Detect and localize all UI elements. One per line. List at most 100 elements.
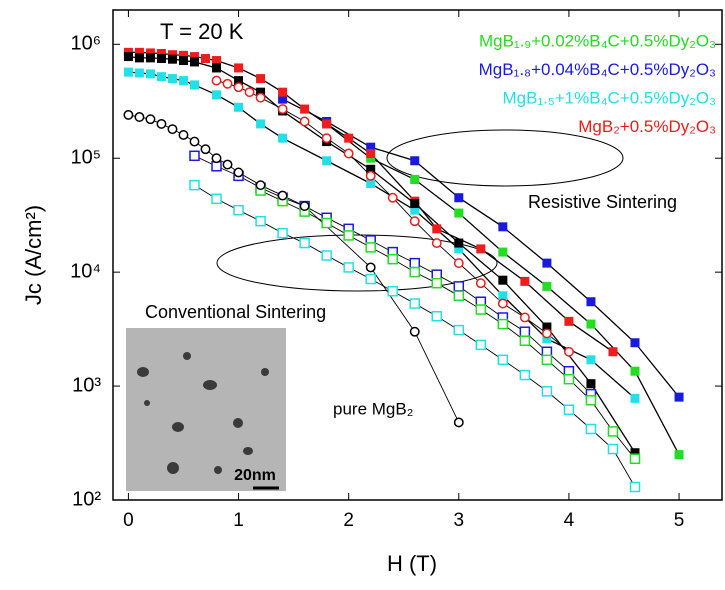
marker [189, 150, 200, 162]
marker [387, 253, 398, 265]
marker [409, 266, 420, 278]
marker [200, 144, 211, 155]
marker [344, 133, 354, 143]
marker [256, 119, 266, 129]
inset-image [126, 328, 286, 491]
marker [387, 192, 398, 203]
marker [453, 258, 464, 269]
marker [189, 52, 199, 62]
marker [387, 285, 398, 297]
marker [585, 395, 597, 406]
marker [498, 275, 508, 285]
legend-entry: MgB₁.₉+0.02%B₄C+0.5%Dy₂O₃ [479, 31, 716, 50]
marker [497, 298, 508, 309]
marker [365, 170, 376, 181]
marker [498, 247, 508, 257]
marker [409, 216, 420, 227]
marker [475, 304, 487, 315]
marker [630, 448, 640, 458]
marker [453, 324, 465, 336]
conventional-ellipse [216, 234, 498, 292]
marker [607, 443, 619, 455]
marker [366, 153, 376, 163]
marker [189, 80, 199, 90]
marker [211, 75, 222, 86]
marker [167, 74, 177, 84]
marker [410, 199, 420, 209]
marker [476, 244, 486, 254]
marker [321, 250, 332, 261]
marker [322, 156, 332, 166]
marker [629, 453, 641, 465]
marker [630, 338, 640, 348]
marker [564, 316, 574, 326]
marker [519, 335, 531, 346]
marker [366, 149, 376, 159]
marker [134, 112, 145, 122]
marker [244, 87, 255, 98]
marker [541, 386, 553, 397]
temperature-label: T = 20 K [160, 19, 244, 44]
marker [563, 346, 574, 357]
marker [277, 190, 288, 201]
marker [586, 297, 596, 307]
marker [431, 269, 443, 280]
marker [156, 49, 166, 59]
legend-entry: MgB₂+0.5%Dy₂O₃ [578, 117, 716, 136]
marker [178, 50, 188, 60]
marker [607, 426, 619, 437]
marker [454, 208, 464, 218]
marker [608, 347, 618, 357]
resistive-label: Resistive Sintering [528, 192, 677, 212]
marker [542, 322, 552, 332]
marker [222, 159, 233, 170]
marker [542, 334, 552, 344]
marker [145, 53, 155, 63]
marker [278, 87, 288, 97]
marker [212, 63, 222, 73]
marker [145, 48, 155, 58]
marker [475, 339, 487, 351]
marker [365, 242, 376, 253]
marker [519, 326, 531, 337]
marker [541, 354, 553, 366]
marker [189, 136, 200, 147]
marker [453, 281, 465, 292]
marker [454, 238, 464, 248]
marker [212, 90, 222, 100]
y-axis-label: Jc (A/cm²) [21, 205, 46, 305]
marker [201, 54, 211, 64]
marker [409, 257, 420, 269]
legend-entry: MgB₁.₅+1%B₄C+0.5%Dy₂O₃ [502, 88, 716, 107]
marker [674, 450, 684, 460]
marker [256, 74, 266, 84]
marker [585, 423, 597, 435]
marker [497, 354, 509, 366]
marker [630, 393, 640, 403]
marker [156, 118, 167, 129]
marker [366, 142, 376, 152]
marker [674, 392, 684, 402]
marker [178, 76, 188, 86]
x-tick-label: 3 [454, 510, 465, 531]
marker [233, 167, 244, 178]
marker [410, 175, 420, 185]
marker [519, 369, 531, 381]
marker [189, 179, 200, 191]
marker [299, 201, 310, 212]
marker [431, 277, 443, 289]
marker [454, 244, 464, 254]
marker [134, 68, 144, 78]
marker [233, 82, 244, 93]
marker [178, 130, 189, 140]
marker [234, 76, 244, 86]
marker [256, 87, 266, 97]
marker [145, 69, 155, 79]
plot-frame [112, 9, 723, 501]
marker [233, 204, 244, 216]
marker [410, 205, 420, 215]
marker [365, 273, 376, 285]
marker [498, 291, 508, 301]
marker [542, 258, 552, 268]
marker [520, 276, 530, 286]
